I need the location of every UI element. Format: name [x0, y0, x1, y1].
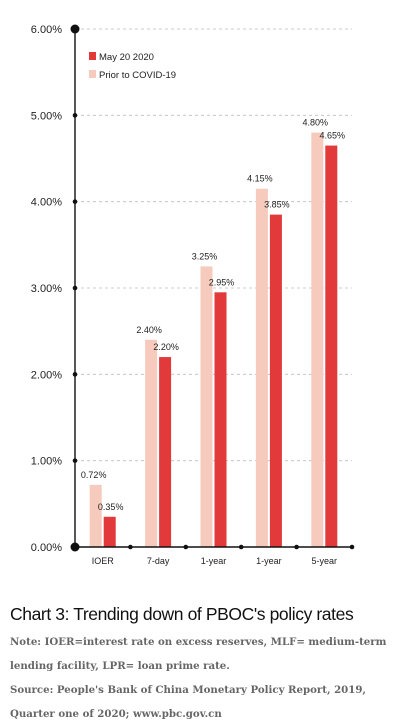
data-label: 3.85% — [264, 200, 290, 210]
y-tick-label: 1.00% — [31, 456, 62, 468]
legend-label: Prior to COVID-19 — [99, 70, 176, 81]
legend-swatch — [89, 70, 96, 78]
category-label: 1-year — [256, 556, 282, 566]
y-tick-label: 4.00% — [31, 197, 62, 209]
bar-may-2020 — [325, 145, 338, 548]
bar-may-2020 — [269, 214, 282, 547]
category-label: 1-year — [201, 556, 227, 566]
category-label: IOER — [92, 556, 115, 566]
x-axis-dot — [128, 544, 133, 550]
note-line-4: Quarter one of 2020; www.pbc.gov.cn — [10, 708, 222, 720]
x-axis-dot — [238, 544, 244, 550]
data-label: 2.20% — [153, 342, 179, 352]
bar-prior-to-covid — [255, 188, 268, 547]
bar-prior-to-covid — [200, 266, 213, 547]
labels: 0.00% 1.00% 2.00% 3.00% 4.00% 5.00% 6.00% 0.72%… — [31, 24, 346, 566]
bars — [89, 132, 338, 548]
legend: May 20 2020 Prior to COVID-19 — [89, 52, 176, 81]
y-tick-label: 0.00% — [31, 542, 62, 554]
bar-prior-to-covid — [145, 339, 158, 547]
policy-rates-chart: 0.00% 1.00% 2.00% 3.00% 4.00% 5.00% 6.00% 0.72%… — [31, 24, 355, 566]
data-label: 4.15% — [247, 174, 273, 184]
bar-may-2020 — [214, 292, 227, 547]
data-label: 4.65% — [320, 131, 346, 141]
chart-caption: Chart 3: Trending down of PBOC's policy … — [10, 604, 354, 624]
bar-may-2020 — [159, 357, 172, 547]
y-tick-label: 3.00% — [31, 283, 62, 295]
legend-label: May 20 2020 — [99, 52, 154, 63]
x-axis-dot — [183, 544, 189, 550]
legend-swatch — [89, 52, 96, 60]
data-label: 4.80% — [303, 118, 329, 128]
y-tick-label: 2.00% — [31, 369, 62, 381]
data-label: 0.35% — [98, 502, 124, 512]
data-label: 2.40% — [136, 325, 162, 335]
category-label: 5-year — [312, 556, 338, 566]
x-axis-dot — [294, 544, 299, 550]
y-tick-label: 6.00% — [31, 24, 62, 36]
axes — [70, 24, 355, 552]
data-label: 0.72% — [81, 470, 107, 480]
x-axis-dot — [349, 544, 355, 550]
category-label: 7-day — [147, 556, 170, 566]
data-label: 2.95% — [209, 277, 235, 287]
bar-prior-to-covid — [311, 132, 324, 547]
data-label: 3.25% — [192, 251, 218, 261]
y-tick-label: 5.00% — [31, 110, 62, 122]
bar-prior-to-covid — [89, 484, 102, 547]
bar-may-2020 — [103, 516, 116, 547]
gridlines — [75, 28, 352, 462]
note-line-3: Source: People's Bank of China Monetary … — [10, 684, 366, 696]
note-line-2: lending facility, LPR= loan prime rate. — [10, 660, 230, 672]
note-line-1: Note: IOER=interest rate on excess reser… — [10, 636, 387, 648]
